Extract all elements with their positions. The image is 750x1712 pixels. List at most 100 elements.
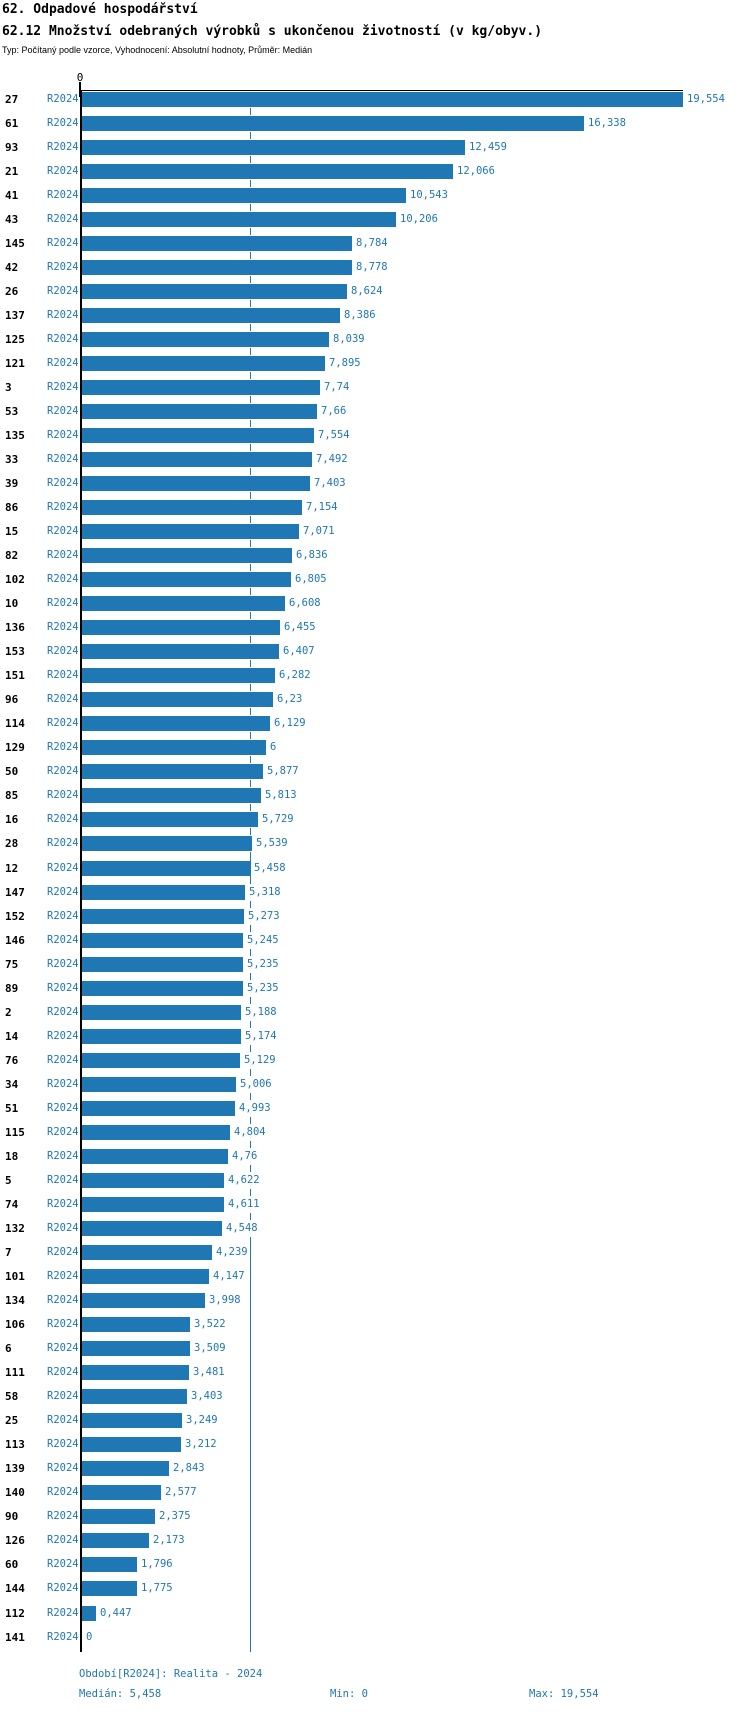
row-period-link[interactable]: R2024 xyxy=(47,92,79,105)
row-period-link[interactable]: R2024 xyxy=(47,1270,79,1283)
bar xyxy=(82,1124,230,1140)
row-period-link[interactable]: R2024 xyxy=(47,1005,79,1018)
row-period-link[interactable]: R2024 xyxy=(47,260,79,273)
bar xyxy=(82,620,280,636)
row-id-label: 16 xyxy=(5,813,19,827)
row-period-link[interactable]: R2024 xyxy=(47,1438,79,1451)
row-period-link[interactable]: R2024 xyxy=(47,1318,79,1331)
bar-value-label: 7,154 xyxy=(305,499,340,517)
bar-value-label: 6,836 xyxy=(295,547,330,565)
row-period-link[interactable]: R2024 xyxy=(47,789,79,802)
row-period-link[interactable]: R2024 xyxy=(47,1582,79,1595)
row-id-label: 3 xyxy=(5,380,12,394)
row-period-link[interactable]: R2024 xyxy=(47,1197,79,1210)
row-period-link[interactable]: R2024 xyxy=(47,477,79,489)
bar xyxy=(82,908,244,924)
row-period-link[interactable]: R2024 xyxy=(47,164,79,177)
row-period-link[interactable]: R2024 xyxy=(47,765,79,778)
bar-value-label: 4,804 xyxy=(233,1123,268,1141)
bar xyxy=(82,1509,155,1525)
row-period-link[interactable]: R2024 xyxy=(47,1077,79,1090)
row-period-link[interactable]: R2024 xyxy=(47,380,79,393)
row-period-link[interactable]: R2024 xyxy=(47,188,79,201)
row-id-label: 82 xyxy=(5,549,19,563)
bar-value-label: 8,784 xyxy=(355,234,390,252)
bar-value-label: 7,66 xyxy=(320,402,349,420)
row-id-label: 146 xyxy=(5,933,25,947)
row-period-link[interactable]: R2024 xyxy=(47,1462,79,1475)
row-period-link[interactable]: R2024 xyxy=(47,597,79,610)
row-period-link[interactable]: R2024 xyxy=(47,1366,79,1379)
bar xyxy=(82,1269,209,1285)
row-period-link[interactable]: R2024 xyxy=(47,1390,79,1403)
bar-value-label: 7,74 xyxy=(323,378,352,396)
row-period-link[interactable]: R2024 xyxy=(47,693,79,706)
row-period-link[interactable]: R2024 xyxy=(47,837,79,850)
row-period-link[interactable]: R2024 xyxy=(47,501,79,514)
row-period-link[interactable]: R2024 xyxy=(47,645,79,658)
row-period-link[interactable]: R2024 xyxy=(47,356,79,369)
bar-value-label: 4,147 xyxy=(212,1268,247,1286)
row-period-link[interactable]: R2024 xyxy=(47,981,79,994)
row-period-link[interactable]: R2024 xyxy=(47,717,79,730)
row-period-link[interactable]: R2024 xyxy=(47,813,79,826)
axis-zero-label: 0 xyxy=(76,71,84,84)
bar xyxy=(82,956,243,972)
row-period-link[interactable]: R2024 xyxy=(47,525,79,538)
row-period-link[interactable]: R2024 xyxy=(47,741,79,754)
row-period-link[interactable]: R2024 xyxy=(47,1246,79,1259)
row-id-label: 144 xyxy=(5,1582,25,1596)
row-id-label: 139 xyxy=(5,1462,25,1476)
row-period-link[interactable]: R2024 xyxy=(47,212,79,225)
row-period-link[interactable]: R2024 xyxy=(47,1101,79,1114)
bar xyxy=(82,524,299,540)
row-period-link[interactable]: R2024 xyxy=(47,452,79,465)
row-id-label: 10 xyxy=(5,597,19,611)
row-id-label: 111 xyxy=(5,1366,25,1380)
row-period-link[interactable]: R2024 xyxy=(47,1125,79,1138)
row-period-link[interactable]: R2024 xyxy=(47,621,79,634)
row-period-link[interactable]: R2024 xyxy=(47,1630,79,1643)
row-period-link[interactable]: R2024 xyxy=(47,308,79,321)
bar-value-label: 19,554 xyxy=(686,90,727,108)
row-period-link[interactable]: R2024 xyxy=(47,1606,79,1619)
chart-meta-line: Typ: Počítaný podle vzorce, Vyhodnocení:… xyxy=(2,45,313,55)
row-period-link[interactable]: R2024 xyxy=(47,669,79,682)
row-period-link[interactable]: R2024 xyxy=(47,428,79,441)
bar-value-label: 4,76 xyxy=(231,1147,260,1165)
row-period-link[interactable]: R2024 xyxy=(47,957,79,970)
bar-value-label: 3,509 xyxy=(193,1340,228,1358)
bar xyxy=(82,283,347,299)
row-period-link[interactable]: R2024 xyxy=(47,1294,79,1307)
row-period-link[interactable]: R2024 xyxy=(47,1222,79,1234)
row-period-link[interactable]: R2024 xyxy=(47,140,79,153)
footer-median-label: Medián: 5,458 xyxy=(79,1688,162,1700)
row-period-link[interactable]: R2024 xyxy=(47,1173,79,1186)
row-id-label: 21 xyxy=(5,164,19,178)
row-period-link[interactable]: R2024 xyxy=(47,885,79,898)
row-id-label: 134 xyxy=(5,1294,25,1308)
row-period-link[interactable]: R2024 xyxy=(47,1053,79,1066)
row-period-link[interactable]: R2024 xyxy=(47,1558,79,1571)
row-period-link[interactable]: R2024 xyxy=(47,404,79,417)
row-period-link[interactable]: R2024 xyxy=(47,284,79,297)
row-period-link[interactable]: R2024 xyxy=(47,1534,79,1547)
row-period-link[interactable]: R2024 xyxy=(47,933,79,946)
row-period-link[interactable]: R2024 xyxy=(47,1029,79,1042)
row-period-link[interactable]: R2024 xyxy=(47,1486,79,1499)
bar xyxy=(82,1293,205,1309)
row-period-link[interactable]: R2024 xyxy=(47,573,79,586)
row-period-link[interactable]: R2024 xyxy=(47,861,79,874)
row-period-link[interactable]: R2024 xyxy=(47,332,79,345)
row-id-label: 51 xyxy=(5,1101,19,1115)
row-period-link[interactable]: R2024 xyxy=(47,116,79,129)
row-period-link[interactable]: R2024 xyxy=(47,1342,79,1355)
row-period-link[interactable]: R2024 xyxy=(47,236,79,249)
row-period-link[interactable]: R2024 xyxy=(47,1414,79,1427)
row-period-link[interactable]: R2024 xyxy=(47,1149,79,1162)
row-period-link[interactable]: R2024 xyxy=(47,1510,79,1523)
bar xyxy=(82,451,312,467)
row-period-link[interactable]: R2024 xyxy=(47,909,79,922)
row-period-link[interactable]: R2024 xyxy=(47,549,79,562)
